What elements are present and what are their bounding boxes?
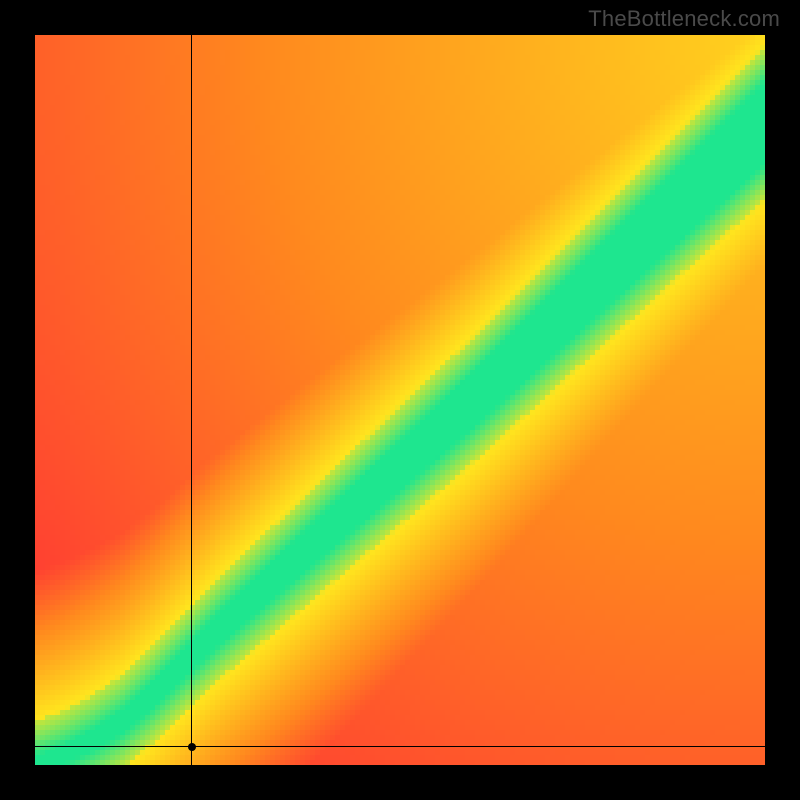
plot-area bbox=[35, 35, 765, 765]
crosshair-marker bbox=[188, 743, 196, 751]
crosshair-horizontal bbox=[35, 746, 765, 747]
crosshair-vertical bbox=[191, 35, 192, 765]
heatmap-canvas bbox=[35, 35, 765, 765]
watermark-text: TheBottleneck.com bbox=[588, 6, 780, 32]
